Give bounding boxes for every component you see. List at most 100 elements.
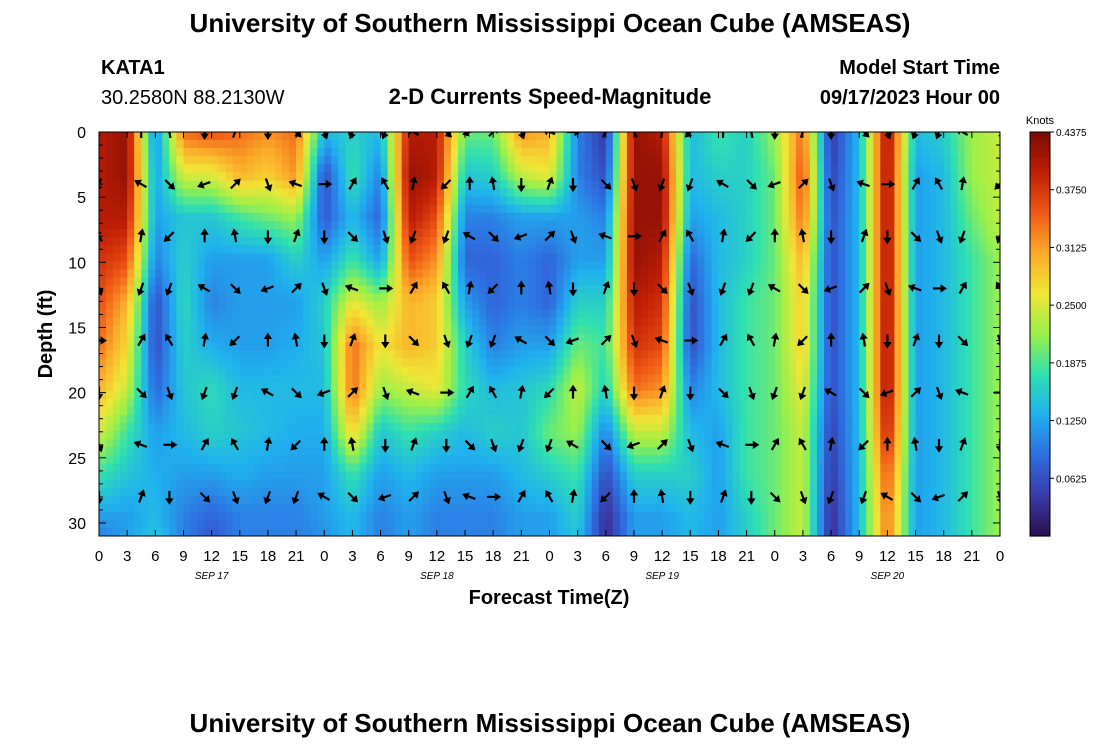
heatmap-cell [676, 237, 684, 246]
heatmap-cell [239, 277, 248, 287]
heatmap-cell [436, 503, 445, 513]
heatmap-cell [760, 527, 769, 536]
heatmap-cell [774, 148, 783, 157]
heatmap-cell [106, 447, 114, 456]
heatmap-cell [373, 253, 382, 262]
heatmap-cell [760, 277, 769, 287]
heatmap-cell [225, 180, 234, 190]
heatmap-cell [493, 156, 501, 165]
heatmap-cell [781, 301, 790, 311]
heatmap-cell [443, 487, 452, 497]
heatmap-cell [141, 140, 149, 149]
heatmap-cell [457, 285, 466, 295]
heatmap-cell [289, 325, 297, 335]
heatmap-cell [605, 253, 614, 262]
heatmap-cell [282, 414, 290, 424]
heatmap-cell [225, 334, 234, 343]
heatmap-cell [457, 228, 466, 238]
heatmap-cell [472, 196, 480, 206]
heatmap-cell [317, 325, 325, 335]
heatmap-cell [127, 358, 135, 367]
heatmap-cell [303, 366, 311, 375]
heatmap-cell [788, 132, 797, 141]
heatmap-cell [106, 487, 114, 497]
heatmap-cell [310, 390, 318, 400]
heatmap-cell [99, 196, 107, 206]
heatmap-cell [141, 366, 149, 375]
heatmap-cell [521, 220, 529, 230]
heatmap-cell [183, 414, 192, 424]
heatmap-cell [176, 164, 185, 173]
heatmap-cell [310, 277, 318, 287]
heatmap-cell [176, 132, 185, 141]
heatmap-cell [528, 398, 537, 408]
heatmap-cell [472, 301, 480, 311]
heatmap-cell [465, 140, 473, 149]
heatmap-cell [260, 301, 269, 311]
heatmap-cell [359, 374, 368, 384]
heatmap-cell [556, 503, 565, 513]
heatmap-cell [521, 180, 529, 190]
heatmap-cell [373, 366, 382, 375]
heatmap-cell [359, 156, 368, 165]
heatmap-cell [155, 422, 163, 432]
heatmap-cell [542, 358, 551, 367]
heatmap-cell [169, 261, 178, 270]
heatmap-cell [767, 317, 776, 327]
heatmap-cell [141, 479, 149, 489]
heatmap-cell [296, 220, 304, 230]
heatmap-cell [570, 439, 579, 448]
heatmap-cell [683, 301, 691, 311]
heatmap-cell [246, 334, 255, 343]
heatmap-cell [697, 188, 705, 198]
heatmap-cell [274, 285, 283, 295]
heatmap-cell [788, 180, 797, 190]
heatmap-cell [507, 253, 515, 262]
heatmap-cell [127, 156, 135, 165]
heatmap-cell [450, 366, 459, 375]
heatmap-cell [282, 406, 290, 416]
heatmap-cell [190, 301, 199, 311]
heatmap-cell [598, 374, 607, 384]
heatmap-cell [239, 245, 248, 254]
heatmap-cell [169, 220, 178, 230]
heatmap-cell [190, 439, 199, 448]
heatmap-cell [197, 350, 206, 359]
heatmap-cell [626, 374, 635, 384]
heatmap-cell [155, 374, 163, 384]
heatmap-cell [535, 293, 544, 303]
heatmap-cell [296, 471, 304, 481]
heatmap-cell [472, 317, 480, 327]
heatmap-cell [732, 253, 741, 262]
heatmap-cell [429, 342, 438, 351]
heatmap-cell [373, 463, 382, 472]
heatmap-cell [218, 309, 227, 319]
heatmap-cell [127, 439, 135, 448]
heatmap-cell [169, 148, 178, 157]
heatmap-cell [127, 301, 135, 311]
heatmap-cell [211, 439, 220, 448]
heatmap-cell [556, 188, 565, 198]
heatmap-cell [274, 390, 283, 400]
heatmap-cell [429, 196, 438, 206]
heatmap-cell [303, 172, 311, 182]
heatmap-cell [310, 422, 318, 432]
heatmap-cell [120, 196, 128, 206]
heatmap-cell [197, 164, 206, 173]
heatmap-cell [662, 156, 670, 165]
heatmap-cell [641, 519, 649, 529]
heatmap-cell [246, 382, 255, 392]
heatmap-cell [570, 447, 579, 456]
heatmap-cell [289, 511, 297, 521]
heatmap-cell [324, 196, 332, 206]
heatmap-cell [732, 358, 741, 367]
heatmap-cell [528, 439, 537, 448]
heatmap-cell [415, 156, 424, 165]
heatmap-cell [514, 212, 522, 222]
heatmap-cell [493, 253, 501, 262]
heatmap-cell [169, 285, 178, 295]
heatmap-cell [753, 527, 762, 536]
heatmap-cell [211, 188, 220, 198]
heatmap-cell [436, 156, 445, 165]
heatmap-cell [711, 495, 720, 505]
